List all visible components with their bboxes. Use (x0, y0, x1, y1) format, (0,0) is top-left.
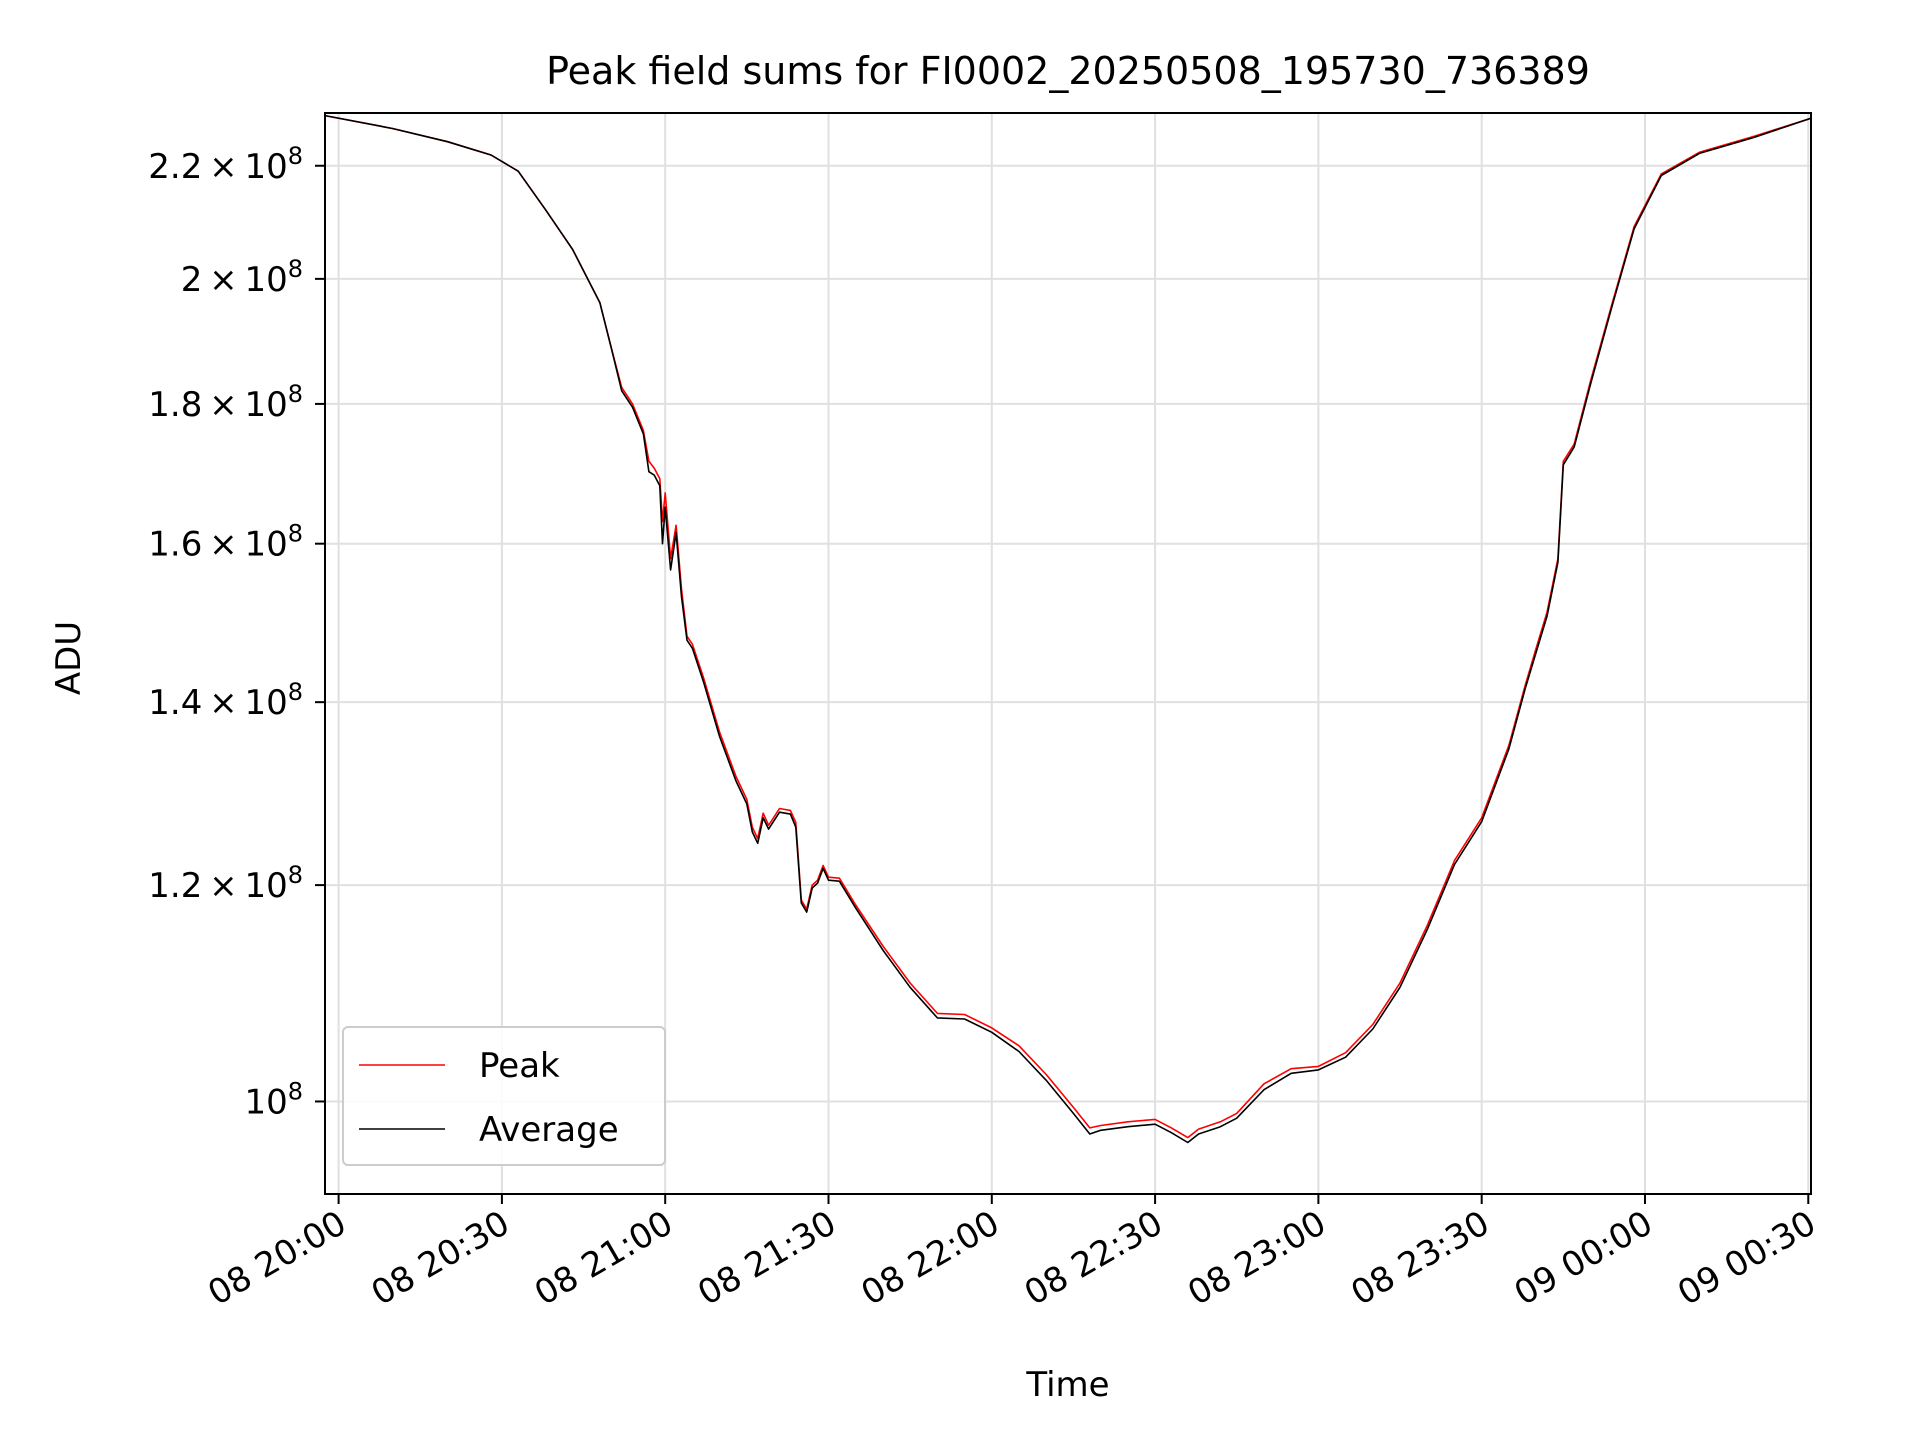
legend-box (342, 1026, 666, 1166)
y-tick-base: 10 (244, 260, 287, 300)
y-tick-base: 10 (244, 683, 287, 723)
plot-frame (324, 112, 1812, 1195)
y-tick-base: 10 (244, 147, 287, 187)
y-tick-label: 1.4 × 108 (148, 678, 303, 723)
y-tick-label: 1.8 × 108 (148, 380, 303, 425)
y-tick-mantissa: 1.2 (148, 866, 202, 906)
series-line-peak (324, 114, 1812, 1139)
y-tick-label: 108 (244, 1077, 303, 1122)
chart-title: Peak field sums for FI0002_20250508_1957… (546, 49, 1590, 93)
y-tick-base: 10 (244, 1082, 287, 1122)
y-tick-times-sign: × (202, 683, 244, 723)
y-tick-exponent: 8 (288, 380, 303, 408)
y-tick-label: 1.6 × 108 (148, 520, 303, 565)
x-axis-label: Time (1025, 1365, 1109, 1405)
y-axis-label: ADU (49, 621, 89, 695)
y-tick-exponent: 8 (288, 678, 303, 706)
y-tick-mantissa: 2.2 (148, 147, 202, 187)
y-tick-mantissa: 2 (181, 260, 203, 300)
y-tick-base: 10 (244, 525, 287, 565)
y-tick-times-sign: × (202, 147, 244, 187)
y-tick-exponent: 8 (288, 1077, 303, 1105)
y-tick-label: 2.2 × 108 (148, 142, 303, 187)
y-tick-label: 2 × 108 (181, 255, 303, 300)
legend-label-peak: Peak (479, 1046, 560, 1086)
y-tick-mantissa: 1.6 (148, 525, 202, 565)
y-tick-times-sign: × (202, 866, 244, 906)
y-tick-exponent: 8 (288, 142, 303, 170)
legend: Peak Average (342, 1026, 666, 1166)
y-tick-times-sign: × (202, 525, 244, 565)
series-lines (324, 114, 1812, 1144)
y-tick-label: 1.2 × 108 (148, 861, 303, 906)
y-tick-exponent: 8 (288, 520, 303, 548)
y-tick-times-sign: × (202, 385, 244, 425)
y-tick-base: 10 (244, 866, 287, 906)
y-tick-mantissa: 1.8 (148, 385, 202, 425)
y-tick-mantissa: 1.4 (148, 683, 202, 723)
series-line-average (324, 114, 1812, 1144)
y-tick-exponent: 8 (288, 255, 303, 283)
y-tick-times-sign: × (202, 260, 244, 300)
y-tick-exponent: 8 (288, 861, 303, 889)
y-tick-base: 10 (244, 385, 287, 425)
legend-label-average: Average (479, 1110, 619, 1150)
